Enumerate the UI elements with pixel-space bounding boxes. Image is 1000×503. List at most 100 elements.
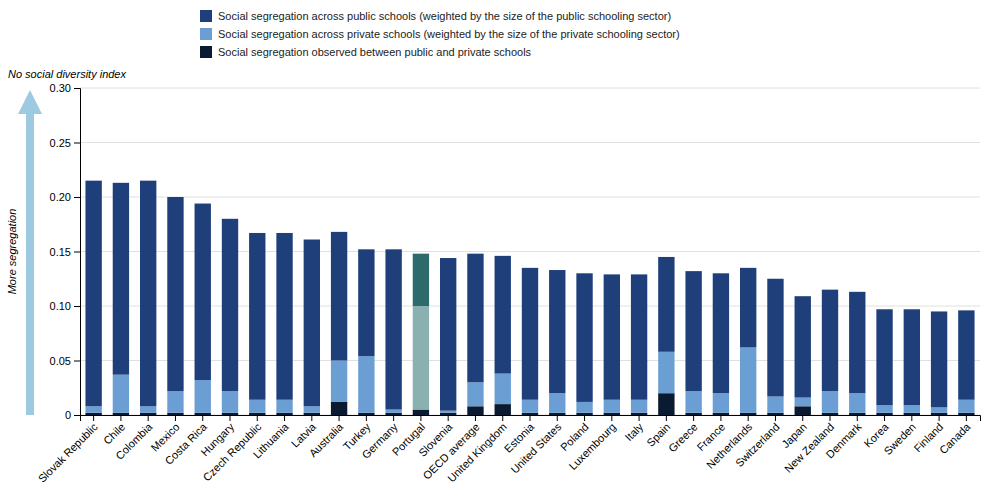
- legend-label: Social segregation across public schools…: [218, 10, 671, 22]
- annotation: No social diversity index: [8, 68, 126, 80]
- x-tick-label: Switzerland: [733, 421, 782, 470]
- bar-segment: [876, 405, 892, 413]
- legend-item: Social segregation across public schools…: [200, 10, 671, 22]
- y-tick-mark: [74, 143, 80, 144]
- y-tick: 0.15: [50, 246, 80, 258]
- bar-segment: [713, 393, 729, 413]
- bar-segment: [931, 407, 947, 412]
- x-tick-label: Colombia: [113, 420, 155, 462]
- x-tick-mark: [966, 415, 967, 421]
- bar-segment: [822, 413, 838, 415]
- bar-segment: [222, 219, 238, 391]
- x-tick: Canada: [937, 415, 973, 456]
- grid-line: [80, 251, 980, 252]
- bar-segment: [685, 271, 701, 391]
- x-tick: Australia: [307, 415, 346, 459]
- x-tick-mark: [530, 415, 531, 421]
- bar-segment: [413, 410, 429, 415]
- y-tick-label: 0.05: [50, 355, 71, 367]
- bar-segment: [522, 400, 538, 413]
- bar-segment: [113, 183, 129, 375]
- bar-segment: [604, 274, 620, 399]
- bar-segment: [658, 393, 674, 415]
- bar-segment: [85, 413, 101, 415]
- x-tick-mark: [748, 415, 749, 421]
- bar-segment: [249, 233, 265, 400]
- bar-segment: [767, 396, 783, 412]
- bar-segment: [904, 309, 920, 405]
- x-tick-mark: [911, 415, 912, 421]
- bar-segment: [304, 413, 320, 415]
- bar-segment: [549, 270, 565, 393]
- bar-segment: [849, 292, 865, 393]
- x-tick: Denmark: [823, 415, 863, 461]
- y-tick-label: 0: [65, 409, 71, 421]
- bar-segment: [358, 356, 374, 413]
- grid-line: [80, 142, 980, 143]
- bar-segment: [413, 306, 429, 410]
- bar-segment: [358, 413, 374, 415]
- x-tick: New Zealand: [782, 415, 836, 475]
- bar-segment: [276, 233, 292, 400]
- y-label: More segregation: [6, 209, 18, 295]
- bar-segment: [904, 405, 920, 413]
- x-tick-mark: [720, 415, 721, 421]
- bar-segment: [576, 273, 592, 402]
- x-tick-mark: [448, 415, 449, 421]
- y-axis-line: [74, 89, 81, 416]
- y-tick: 0.25: [50, 137, 80, 149]
- bar-segment: [549, 413, 565, 415]
- x-tick-mark: [802, 415, 803, 421]
- x-tick-mark: [475, 415, 476, 421]
- bar-segment: [385, 413, 401, 415]
- x-tick-mark: [202, 415, 203, 421]
- x-tick: United Kingdom: [445, 415, 509, 484]
- x-tick: Italy: [623, 415, 646, 443]
- y-tick-mark: [74, 361, 80, 362]
- bar-segment: [113, 413, 129, 415]
- x-tick-mark: [884, 415, 885, 421]
- legend-item: Social segregation across private school…: [200, 28, 680, 40]
- y-tick: 0.20: [50, 191, 80, 203]
- x-tick-mark: [120, 415, 121, 421]
- bar-segment: [631, 400, 647, 413]
- bar-segment: [140, 406, 156, 413]
- x-tick-label: United Kingdom: [445, 421, 509, 485]
- y-tick-mark: [74, 88, 80, 89]
- bar-segment: [495, 256, 511, 374]
- legend-swatch: [200, 46, 212, 58]
- x-tick-label: Sweden: [881, 421, 918, 458]
- x-tick-mark: [557, 415, 558, 421]
- x-tick-label: Denmark: [823, 420, 863, 460]
- legend-label: Social segregation across private school…: [218, 28, 680, 40]
- bar-segment: [658, 257, 674, 352]
- x-tick-mark: [611, 415, 612, 421]
- y-tick-label: 0.25: [50, 137, 71, 149]
- grid-line: [80, 197, 980, 198]
- bar-segment: [467, 254, 483, 383]
- legend-swatch: [200, 28, 212, 40]
- bar-segment: [331, 232, 347, 361]
- bar-segment: [140, 181, 156, 407]
- bar-segment: [467, 382, 483, 406]
- bar-segment: [740, 347, 756, 412]
- bar-segment: [195, 380, 211, 413]
- bar-segment: [331, 402, 347, 415]
- bar-segment: [113, 375, 129, 413]
- x-tick-mark: [775, 415, 776, 421]
- bar-segment: [904, 413, 920, 415]
- bar-segment: [222, 391, 238, 413]
- bar-segment: [958, 310, 974, 399]
- x-tick-mark: [393, 415, 394, 421]
- bar-segment: [467, 406, 483, 415]
- x-tick-mark: [857, 415, 858, 421]
- bar-segment: [822, 290, 838, 391]
- y-tick-label: 0.20: [50, 191, 71, 203]
- x-tick: Slovak Republic: [36, 415, 101, 485]
- x-tick-label: Australia: [307, 420, 346, 459]
- x-tick-label: Canada: [937, 420, 973, 456]
- x-tick-mark: [175, 415, 176, 421]
- bar-segment: [440, 411, 456, 413]
- x-tick-mark: [830, 415, 831, 421]
- bar-segment: [85, 181, 101, 407]
